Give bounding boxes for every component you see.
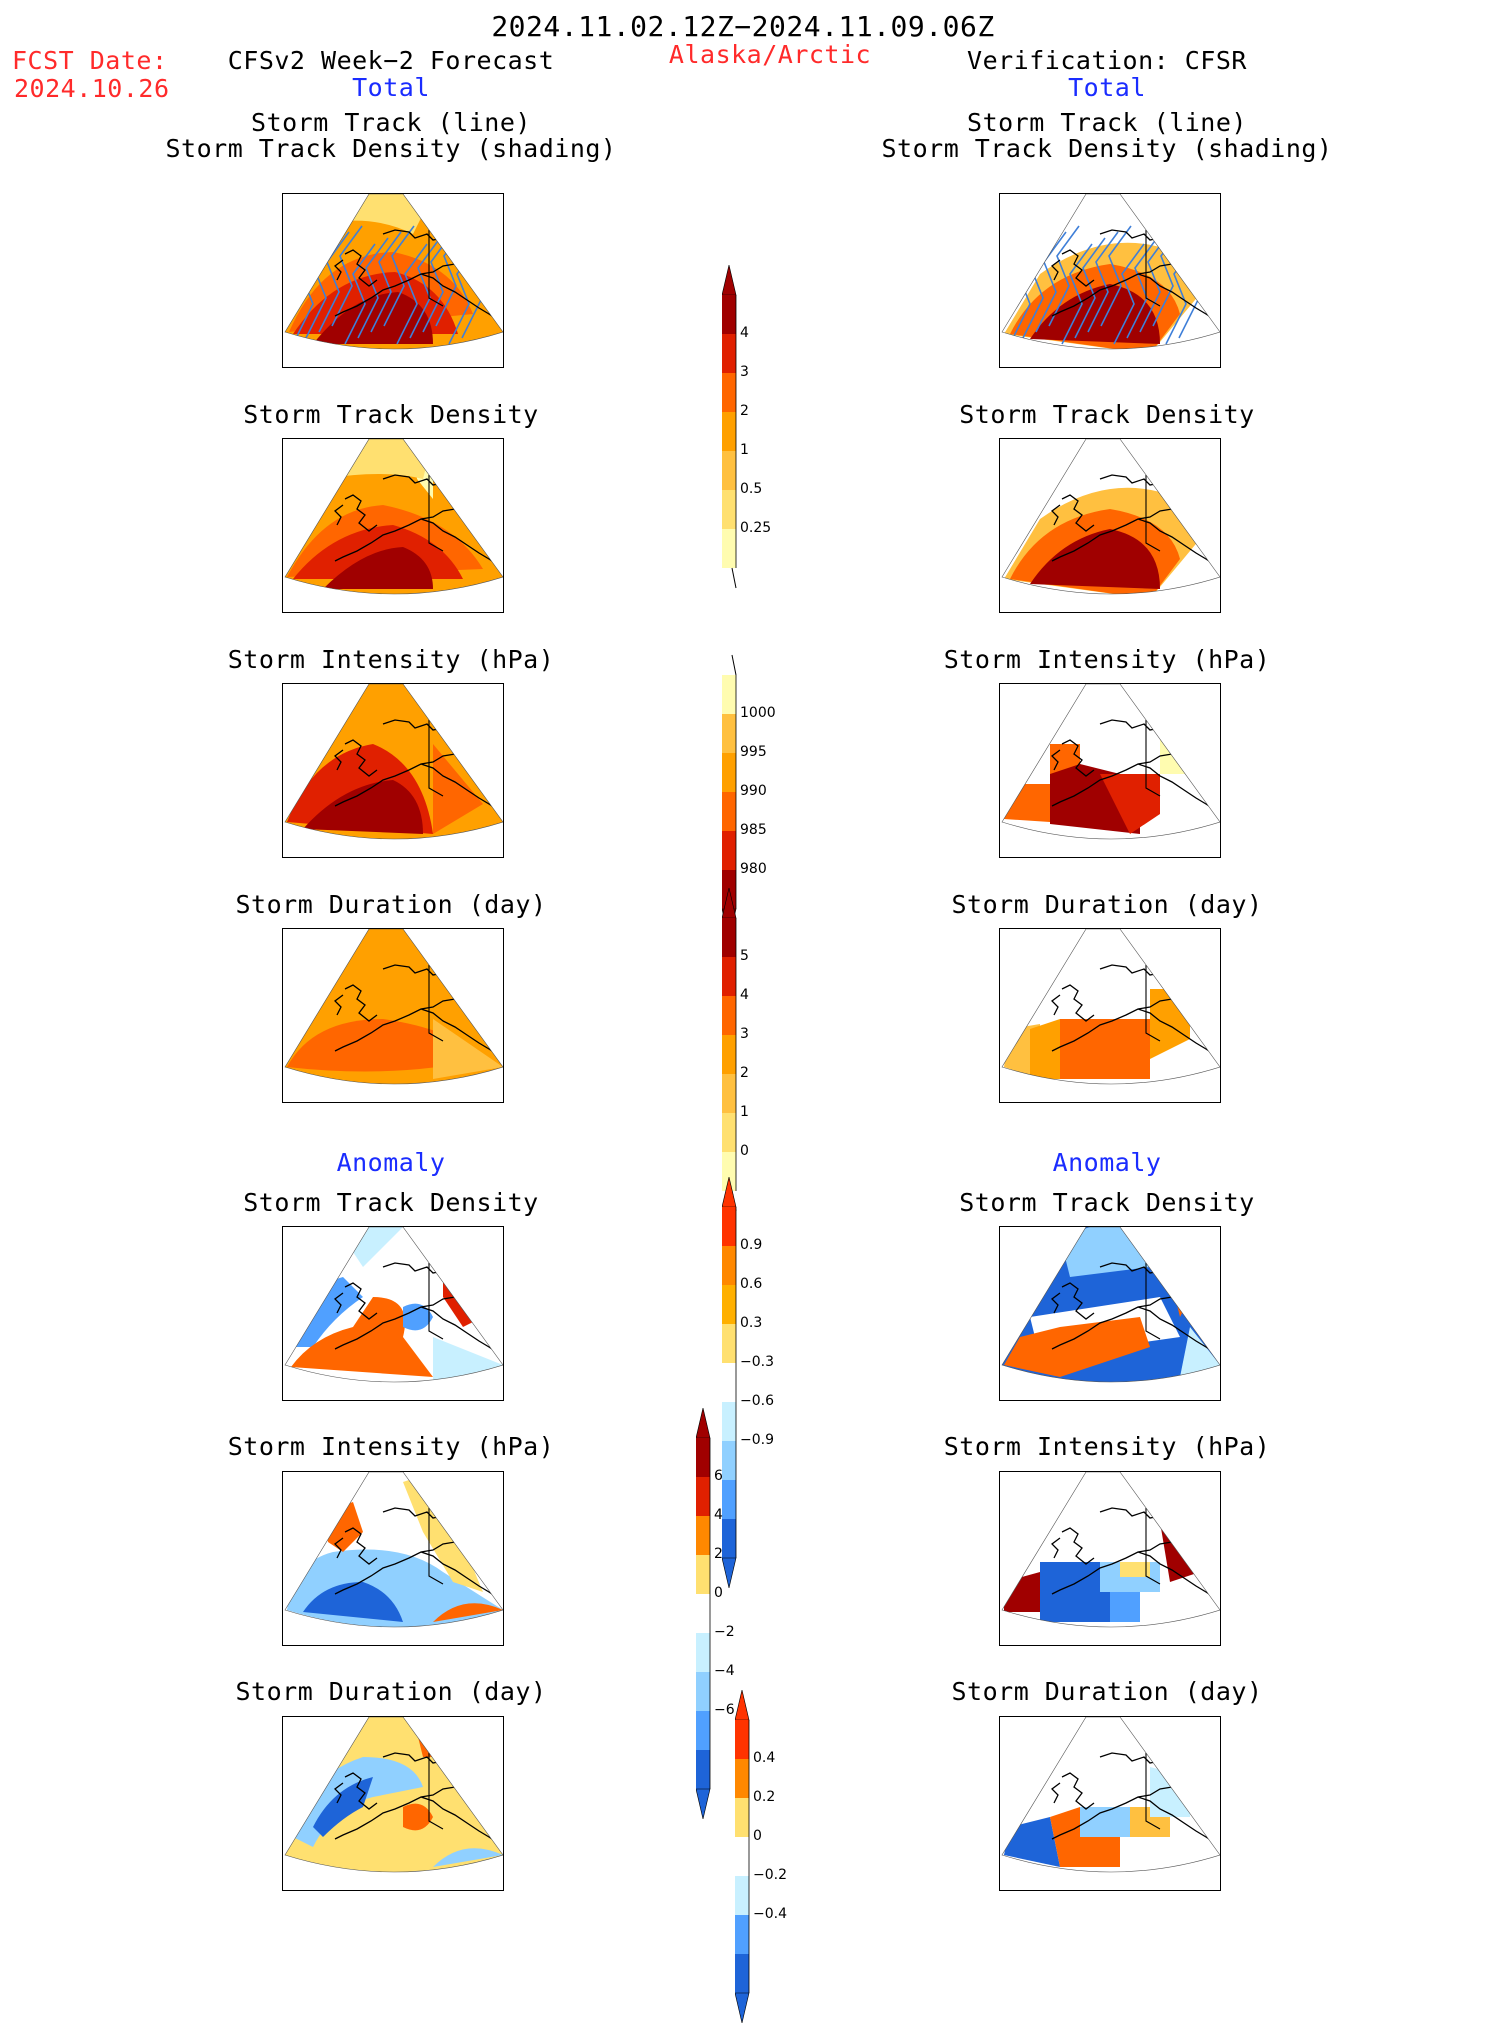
colorbar-tick-label: 0.5 xyxy=(740,481,763,497)
valid-period-title: 2024.11.02.12Z−2024.11.09.06Z xyxy=(491,10,995,43)
colorbar-tick-label: 4 xyxy=(740,987,749,1003)
map-verif-track-line xyxy=(999,193,1221,368)
colorbar-tick-label: 990 xyxy=(740,783,767,799)
colorbar-tick-label: 1000 xyxy=(740,705,776,721)
left-intensity-title: Storm Intensity (hPa) xyxy=(227,645,555,674)
left-duration-anom-title: Storm Duration (day) xyxy=(235,1677,547,1706)
right-density-title: Storm Track Density xyxy=(959,400,1255,429)
left-total-label: Total xyxy=(352,73,430,102)
colorbar-tick-label: −0.3 xyxy=(740,1354,774,1370)
left-anomaly-label: Anomaly xyxy=(336,1148,446,1177)
colorbar-tick-label: 0 xyxy=(714,1585,723,1601)
map-fcst-intensity xyxy=(282,683,504,858)
colorbar-density: 4 3 2 1 0.5 0.25 xyxy=(721,264,802,602)
left-density-title: Storm Track Density xyxy=(243,400,539,429)
colorbar-tick-label: 6 xyxy=(714,1468,723,1484)
colorbar-tick-label: −0.9 xyxy=(740,1432,774,1448)
right-intensity-title: Storm Intensity (hPa) xyxy=(943,645,1271,674)
colorbar-tick-label: −0.6 xyxy=(740,1393,774,1409)
colorbar-tick-label: 3 xyxy=(740,1026,749,1042)
colorbar-tick-label: 0.3 xyxy=(740,1315,763,1331)
colorbar-tick-label: −6 xyxy=(714,1702,735,1718)
colorbar-tick-label: 0.25 xyxy=(740,520,772,536)
map-fcst-density-anomaly xyxy=(282,1226,504,1401)
colorbar-tick-label: 4 xyxy=(714,1507,723,1523)
colorbar-tick-label: −2 xyxy=(714,1624,735,1640)
colorbar-tick-label: 0.6 xyxy=(740,1276,763,1292)
colorbar-tick-label: 0 xyxy=(753,1828,762,1844)
left-track-shading-title: Storm Track Density (shading) xyxy=(165,134,617,163)
colorbar-tick-label: 1 xyxy=(740,1104,749,1120)
colorbar-tick-label: 5 xyxy=(740,948,749,964)
colorbar-tick-label: 995 xyxy=(740,744,767,760)
map-verif-duration xyxy=(999,928,1221,1103)
map-verif-intensity xyxy=(999,683,1221,858)
colorbar-intensity-anomaly: 6 4 2 0 −2 −4 −6 xyxy=(695,1407,776,1823)
map-fcst-intensity-anomaly xyxy=(282,1471,504,1646)
colorbar-tick-label: −0.4 xyxy=(753,1906,787,1922)
colorbar-tick-label: 4 xyxy=(740,325,749,341)
right-duration-title: Storm Duration (day) xyxy=(951,890,1263,919)
fcst-date-value: 2024.10.26 xyxy=(14,74,170,103)
map-fcst-track-density xyxy=(282,438,504,613)
colorbar-tick-label: −0.2 xyxy=(753,1867,787,1883)
right-track-line-title: Storm Track (line) xyxy=(967,108,1247,137)
right-source-title: Verification: CFSR xyxy=(967,46,1247,75)
map-fcst-duration xyxy=(282,928,504,1103)
colorbar-tick-label: 2 xyxy=(714,1546,723,1562)
left-density-anom-title: Storm Track Density xyxy=(243,1188,539,1217)
map-fcst-track-line xyxy=(282,193,504,368)
fcst-date-label: FCST Date: xyxy=(12,46,168,75)
left-intensity-anom-title: Storm Intensity (hPa) xyxy=(227,1432,555,1461)
colorbar-tick-label: 2 xyxy=(740,1065,749,1081)
colorbar-tick-label: 980 xyxy=(740,861,767,877)
colorbar-tick-label: 1 xyxy=(740,442,749,458)
colorbar-duration-anomaly: 0.4 0.2 0 −0.2 −0.4 xyxy=(734,1689,815,2027)
region-title: Alaska/Arctic xyxy=(668,40,872,69)
colorbar-tick-label: 985 xyxy=(740,822,767,838)
colorbar-tick-label: 0.2 xyxy=(753,1789,776,1805)
right-track-shading-title: Storm Track Density (shading) xyxy=(881,134,1333,163)
left-duration-title: Storm Duration (day) xyxy=(235,890,547,919)
map-verif-duration-anomaly xyxy=(999,1716,1221,1891)
colorbar-tick-label: 0.4 xyxy=(753,1750,776,1766)
colorbar-tick-label: 3 xyxy=(740,364,749,380)
right-anomaly-label: Anomaly xyxy=(1052,1148,1162,1177)
colorbar-duration: 5 4 3 2 1 0 xyxy=(721,887,802,1225)
right-intensity-anom-title: Storm Intensity (hPa) xyxy=(943,1432,1271,1461)
map-fcst-duration-anomaly xyxy=(282,1716,504,1891)
left-source-title: CFSv2 Week−2 Forecast xyxy=(227,46,555,75)
colorbar-tick-label: 0 xyxy=(740,1143,749,1159)
colorbar-tick-label: −4 xyxy=(714,1663,735,1679)
right-total-label: Total xyxy=(1068,73,1146,102)
map-verif-density-anomaly xyxy=(999,1226,1221,1401)
right-density-anom-title: Storm Track Density xyxy=(959,1188,1255,1217)
colorbar-tick-label: 0.9 xyxy=(740,1237,763,1253)
right-duration-anom-title: Storm Duration (day) xyxy=(951,1677,1263,1706)
colorbar-density-anomaly: 0.9 0.6 0.3 −0.3 −0.6 −0.9 xyxy=(721,1176,802,1592)
map-verif-intensity-anomaly xyxy=(999,1471,1221,1646)
map-verif-track-density xyxy=(999,438,1221,613)
left-track-line-title: Storm Track (line) xyxy=(251,108,531,137)
colorbar-tick-label: 2 xyxy=(740,403,749,419)
